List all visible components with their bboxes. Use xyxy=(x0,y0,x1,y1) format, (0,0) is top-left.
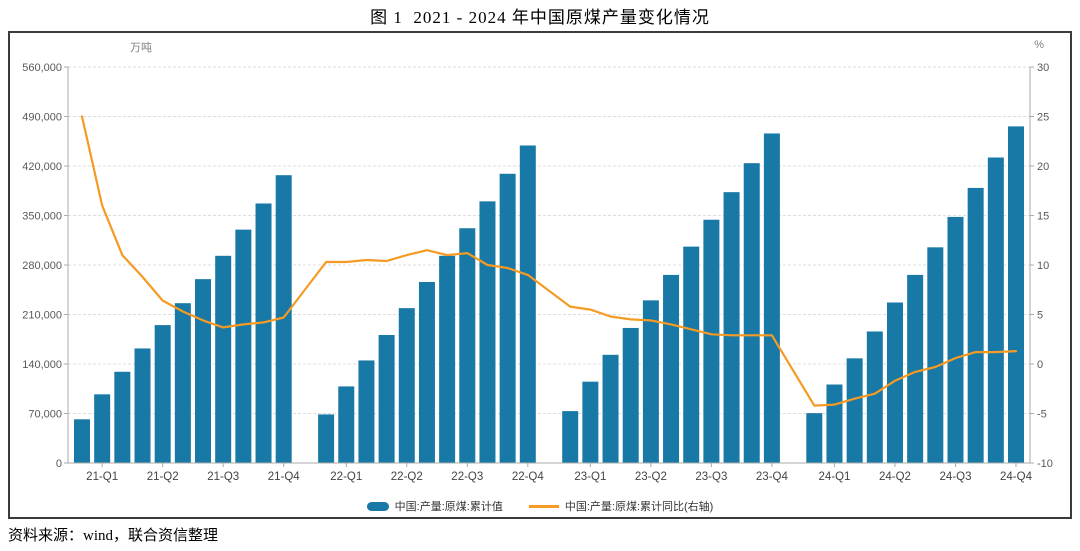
bar xyxy=(562,411,579,463)
bar xyxy=(519,145,536,463)
bar xyxy=(642,300,659,463)
svg-text:280,000: 280,000 xyxy=(22,260,62,272)
bar xyxy=(418,281,435,463)
bar xyxy=(846,358,863,463)
svg-text:0: 0 xyxy=(1037,359,1043,371)
svg-text:5: 5 xyxy=(1037,310,1043,322)
bar xyxy=(74,419,90,463)
chart-frame: 0 70,000 140,000 210,000 280,000 350,000 420,0… xyxy=(8,31,1072,519)
coal-output-combo-chart: 0 70,000 140,000 210,000 280,000 350,000 420,0… xyxy=(22,62,1053,483)
bar xyxy=(459,228,476,463)
bar-series-swatch xyxy=(366,501,389,511)
svg-text:-5: -5 xyxy=(1037,409,1047,421)
svg-text:350,000: 350,000 xyxy=(22,211,62,223)
chart-title: 图 1 2021 - 2024 年中国原煤产量变化情况 xyxy=(370,8,710,27)
svg-text:21-Q2: 21-Q2 xyxy=(147,471,179,483)
left-axis-unit: 万吨 xyxy=(130,42,152,54)
svg-text:22-Q2: 22-Q2 xyxy=(391,471,423,483)
bar xyxy=(987,157,1004,463)
bar xyxy=(358,360,375,463)
svg-text:25: 25 xyxy=(1037,112,1049,124)
x-axis-tick-labels: 21-Q1 21-Q2 21-Q3 21-Q4 22-Q1 22-Q2 22-Q3 22-Q4… xyxy=(86,471,1032,483)
bar xyxy=(927,247,944,463)
bar xyxy=(255,203,272,464)
bar xyxy=(398,308,415,463)
bar xyxy=(907,274,924,463)
svg-text:24-Q2: 24-Q2 xyxy=(879,471,911,483)
bar xyxy=(582,381,599,463)
legend-item-cumulative-output: 中国:产量:原煤:累计值 xyxy=(366,498,503,514)
bar xyxy=(967,187,984,464)
svg-text:22-Q3: 22-Q3 xyxy=(451,471,483,483)
bar xyxy=(602,354,619,463)
bar xyxy=(114,371,131,463)
axes xyxy=(64,66,1034,467)
legend-item-yoy: 中国:产量:原煤:累计同比(右轴) xyxy=(528,498,714,514)
svg-text:23-Q4: 23-Q4 xyxy=(756,471,789,483)
svg-text:21-Q3: 21-Q3 xyxy=(207,471,239,483)
bar xyxy=(275,175,292,463)
bar xyxy=(134,348,151,463)
bar-series xyxy=(74,126,1024,464)
svg-text:420,000: 420,000 xyxy=(22,161,62,173)
bar xyxy=(763,133,780,463)
right-axis-tick-labels: -10 -5 0 5 10 15 20 25 30 xyxy=(1037,62,1053,470)
svg-text:23-Q3: 23-Q3 xyxy=(695,471,727,483)
svg-text:24-Q1: 24-Q1 xyxy=(818,471,850,483)
svg-text:10: 10 xyxy=(1037,260,1049,272)
legend-label-yoy: 中国:产量:原煤:累计同比(右轴) xyxy=(564,501,714,513)
bar xyxy=(1008,126,1024,464)
bar xyxy=(439,255,456,463)
svg-text:210,000: 210,000 xyxy=(22,310,62,322)
svg-text:22-Q1: 22-Q1 xyxy=(330,471,362,483)
svg-text:15: 15 xyxy=(1037,211,1049,223)
svg-text:70,000: 70,000 xyxy=(28,409,62,421)
svg-text:0: 0 xyxy=(56,458,62,470)
bar xyxy=(154,325,171,463)
bar xyxy=(499,173,516,463)
line-series-swatch xyxy=(528,504,559,508)
svg-text:23-Q1: 23-Q1 xyxy=(574,471,606,483)
svg-text:24-Q3: 24-Q3 xyxy=(940,471,972,483)
bar xyxy=(806,413,823,463)
chart-legend: 中国:产量:原煤:累计值 中国:产量:原煤:累计同比(右轴) xyxy=(10,498,1070,514)
bar xyxy=(886,302,903,463)
bar xyxy=(663,274,680,463)
yoy-line xyxy=(80,115,1018,407)
svg-text:22-Q4: 22-Q4 xyxy=(512,471,545,483)
gridlines xyxy=(68,66,1030,414)
svg-text:490,000: 490,000 xyxy=(22,112,62,124)
bar xyxy=(703,219,720,463)
source-note: 资料来源：wind，联合资信整理 xyxy=(8,528,219,544)
bar xyxy=(338,386,355,463)
bar xyxy=(318,414,335,463)
bar xyxy=(622,327,639,463)
svg-text:24-Q4: 24-Q4 xyxy=(1000,471,1033,483)
svg-text:560,000: 560,000 xyxy=(22,62,62,74)
svg-text:-10: -10 xyxy=(1037,458,1053,470)
svg-text:21-Q1: 21-Q1 xyxy=(86,471,118,483)
bar xyxy=(215,255,232,463)
bar xyxy=(94,394,111,463)
bar xyxy=(723,192,740,463)
bar xyxy=(826,384,843,463)
bar xyxy=(866,331,883,463)
svg-text:21-Q4: 21-Q4 xyxy=(268,471,301,483)
bar xyxy=(378,335,395,463)
bar xyxy=(174,303,191,463)
bar xyxy=(743,163,760,464)
bar xyxy=(479,201,496,464)
svg-text:140,000: 140,000 xyxy=(22,359,62,371)
svg-text:23-Q2: 23-Q2 xyxy=(635,471,667,483)
bar xyxy=(195,279,212,463)
svg-text:20: 20 xyxy=(1037,161,1049,173)
bar xyxy=(235,229,252,463)
bar xyxy=(947,216,964,463)
right-axis-unit: % xyxy=(1034,39,1044,51)
left-axis-tick-labels: 0 70,000 140,000 210,000 280,000 350,000 420,0… xyxy=(22,62,62,470)
svg-text:30: 30 xyxy=(1037,62,1049,74)
legend-label-cumulative-output: 中国:产量:原煤:累计值 xyxy=(394,501,503,513)
bar xyxy=(683,246,700,463)
